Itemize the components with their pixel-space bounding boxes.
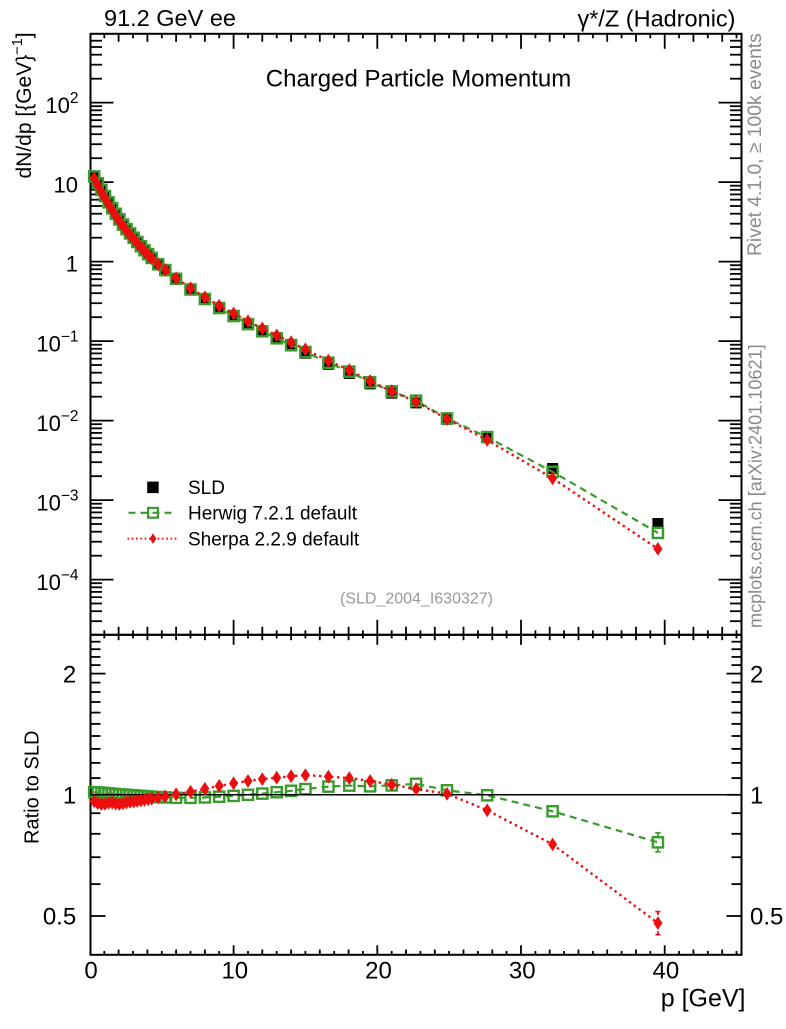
- svg-text:Sherpa 2.2.9 default: Sherpa 2.2.9 default: [188, 529, 360, 550]
- svg-text:(SLD_2004_I630327): (SLD_2004_I630327): [340, 591, 493, 608]
- svg-text:2: 2: [63, 661, 76, 688]
- svg-text:10: 10: [221, 958, 248, 985]
- svg-text:1: 1: [750, 783, 763, 810]
- svg-text:mcplots.cern.ch [arXiv:2401.10: mcplots.cern.ch [arXiv:2401.10621]: [746, 344, 766, 628]
- svg-text:1: 1: [63, 783, 76, 810]
- svg-text:γ*/Z (Hadronic): γ*/Z (Hadronic): [577, 6, 735, 32]
- svg-text:dN/dp [{GeV}−1]: dN/dp [{GeV}−1]: [10, 32, 36, 178]
- svg-text:SLD: SLD: [188, 478, 225, 499]
- svg-text:30: 30: [509, 958, 536, 985]
- svg-text:Ratio to SLD: Ratio to SLD: [22, 731, 44, 844]
- svg-text:91.2 GeV ee: 91.2 GeV ee: [104, 5, 236, 31]
- svg-text:0: 0: [84, 958, 97, 985]
- svg-text:10: 10: [54, 172, 78, 197]
- svg-text:40: 40: [653, 958, 680, 985]
- svg-text:0.5: 0.5: [43, 904, 76, 931]
- svg-text:Charged Particle Momentum: Charged Particle Momentum: [266, 66, 571, 93]
- svg-text:Rivet 4.1.0, ≥ 100k events: Rivet 4.1.0, ≥ 100k events: [745, 33, 766, 256]
- svg-text:Herwig 7.2.1 default: Herwig 7.2.1 default: [188, 504, 358, 525]
- svg-text:2: 2: [750, 661, 763, 688]
- svg-text:20: 20: [365, 958, 392, 985]
- svg-text:1: 1: [66, 252, 78, 277]
- svg-text:p [GeV]: p [GeV]: [661, 984, 746, 1012]
- svg-text:0.5: 0.5: [750, 904, 783, 931]
